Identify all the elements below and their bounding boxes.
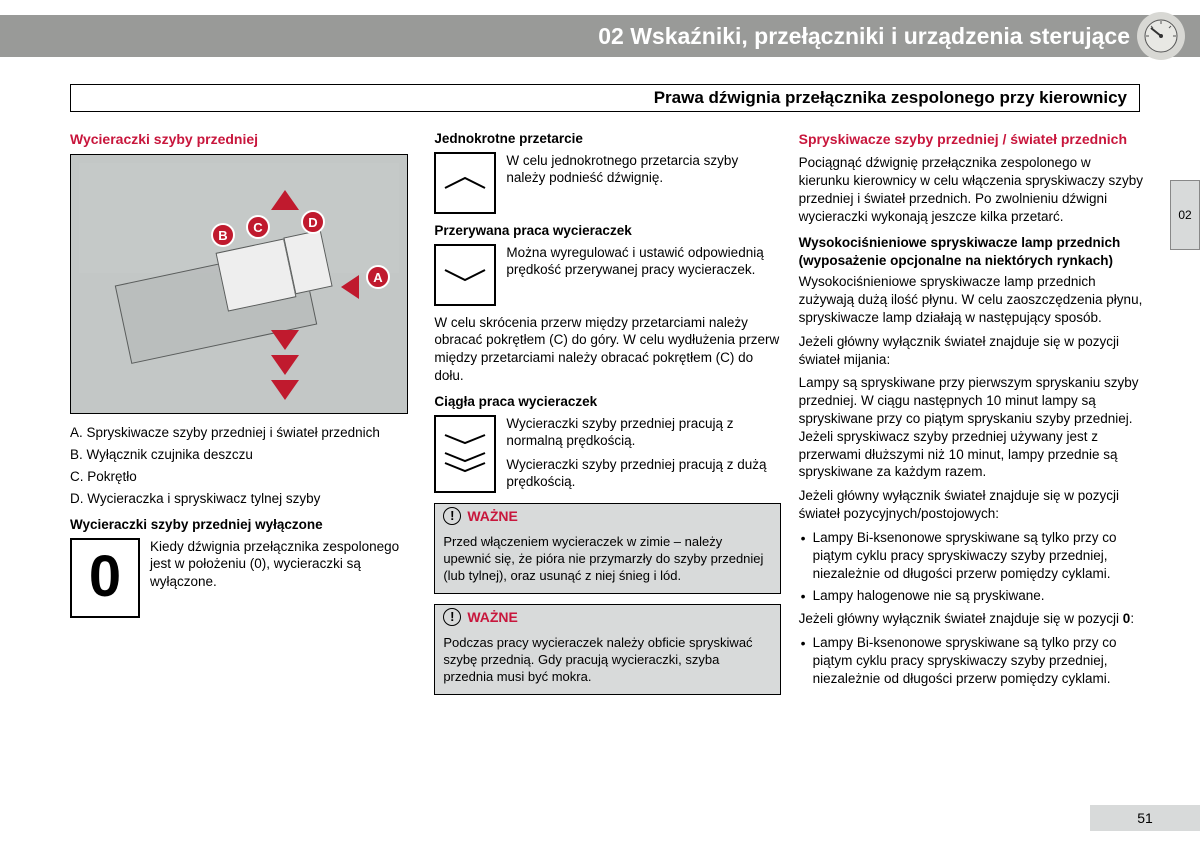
bullet-list-2: Lampy Bi-ksenonowe spryskiwane są tylko … bbox=[799, 634, 1145, 687]
marker-a: A bbox=[366, 265, 390, 289]
list-item: Lampy halogenowe nie są pryskiwane. bbox=[799, 587, 1145, 605]
s2-text1: Można wyregulować i ustawić odpowiednią … bbox=[506, 244, 780, 279]
figure-legend: A. Spryskiwacze szyby przedniej i świate… bbox=[70, 424, 416, 507]
bullet-list-1: Lampy Bi-ksenonowe spryskiwane są tylko … bbox=[799, 529, 1145, 605]
column-1: Wycieraczki szyby przedniej B C D A A. S… bbox=[70, 130, 416, 701]
col3-p6: Jeżeli główny wyłącznik świateł znajduje… bbox=[799, 610, 1145, 628]
important-callout-2: ! WAŻNE Podczas pracy wycieraczek należy… bbox=[434, 604, 780, 695]
s3-text2: Wycieraczki szyby przedniej pracują z du… bbox=[506, 456, 780, 491]
s2-heading: Przerywana praca wycieraczek bbox=[434, 222, 780, 240]
arrow-down-icon-2 bbox=[271, 355, 299, 375]
zero-icon: 0 bbox=[70, 538, 140, 618]
column-3: Spryskiwacze szyby przedniej / świateł p… bbox=[799, 130, 1145, 701]
important-callout-1: ! WAŻNE Przed włączeniem wycieraczek w z… bbox=[434, 503, 780, 594]
stalk-diagram: B C D A bbox=[70, 154, 408, 414]
col3-p4: Lampy są spryskiwane przy pierwszym spry… bbox=[799, 374, 1145, 481]
list-item: Lampy Bi-ksenonowe spryskiwane są tylko … bbox=[799, 634, 1145, 687]
intermittent-row: Można wyregulować i ustawić odpowiednią … bbox=[434, 244, 780, 306]
arrow-up-icon bbox=[271, 190, 299, 210]
col3-heading: Spryskiwacze szyby przedniej / świateł p… bbox=[799, 130, 1145, 148]
callout2-body: Podczas pracy wycieraczek należy obficie… bbox=[435, 629, 779, 694]
callout1-header: ! WAŻNE bbox=[435, 504, 779, 528]
callout2-label: WAŻNE bbox=[467, 608, 518, 626]
arrow-down-icon-1 bbox=[271, 330, 299, 350]
intermittent-icon bbox=[434, 244, 496, 306]
s3-texts: Wycieraczki szyby przedniej pracują z no… bbox=[506, 415, 780, 491]
continuous-row: Wycieraczki szyby przedniej pracują z no… bbox=[434, 415, 780, 493]
info-icon: ! bbox=[443, 608, 461, 626]
chapter-title: 02 Wskaźniki, przełączniki i urządzenia … bbox=[598, 23, 1130, 50]
col1-heading: Wycieraczki szyby przedniej bbox=[70, 130, 416, 148]
page-number: 51 bbox=[1137, 810, 1153, 826]
arrow-left-icon bbox=[341, 275, 359, 299]
col3-p2: Wysokociśnieniowe spryskiwacze lamp prze… bbox=[799, 273, 1145, 326]
s2-text2: W celu skrócenia przerw między przetarci… bbox=[434, 314, 780, 385]
continuous-icon bbox=[434, 415, 496, 493]
callout1-body: Przed włączeniem wycieraczek w zimie – n… bbox=[435, 528, 779, 593]
gauge-corner-icon bbox=[1137, 12, 1185, 60]
col3-p3: Jeżeli główny wyłącznik świateł znajduje… bbox=[799, 333, 1145, 369]
single-wipe-icon bbox=[434, 152, 496, 214]
side-chapter-tab: 02 bbox=[1170, 180, 1200, 250]
arrow-down-icon-3 bbox=[271, 380, 299, 400]
col3-p1: Pociągnąć dźwignię przełącznika zespolon… bbox=[799, 154, 1145, 225]
zero-text: Kiedy dźwignia przełącznika zespolonego … bbox=[150, 538, 416, 591]
col1-subheading: Wycieraczki szyby przedniej wyłączone bbox=[70, 516, 416, 534]
col3-p5: Jeżeli główny wyłącznik świateł znajduje… bbox=[799, 487, 1145, 523]
legend-a: A. Spryskiwacze szyby przedniej i świate… bbox=[70, 424, 416, 442]
s3-text1: Wycieraczki szyby przedniej pracują z no… bbox=[506, 415, 780, 450]
content-columns: Wycieraczki szyby przedniej B C D A A. S… bbox=[70, 130, 1145, 701]
legend-d: D. Wycieraczka i spryskiwacz tylnej szyb… bbox=[70, 490, 416, 508]
info-icon: ! bbox=[443, 507, 461, 525]
chapter-header: 02 Wskaźniki, przełączniki i urządzenia … bbox=[0, 15, 1200, 57]
callout2-header: ! WAŻNE bbox=[435, 605, 779, 629]
s1-text: W celu jednokrotnego przetarcia szyby na… bbox=[506, 152, 780, 187]
page-number-footer: 51 bbox=[1090, 805, 1200, 831]
side-tab-label: 02 bbox=[1178, 208, 1191, 222]
zero-position-row: 0 Kiedy dźwignia przełącznika zespoloneg… bbox=[70, 538, 416, 618]
callout1-label: WAŻNE bbox=[467, 507, 518, 525]
legend-c: C. Pokrętło bbox=[70, 468, 416, 486]
column-2: Jednokrotne przetarcie W celu jednokrotn… bbox=[434, 130, 780, 701]
single-wipe-row: W celu jednokrotnego przetarcia szyby na… bbox=[434, 152, 780, 214]
section-title: Prawa dźwignia przełącznika zespolonego … bbox=[654, 88, 1127, 108]
section-title-bar: Prawa dźwignia przełącznika zespolonego … bbox=[70, 84, 1140, 112]
list-item: Lampy Bi-ksenonowe spryskiwane są tylko … bbox=[799, 529, 1145, 582]
legend-b: B. Wyłącznik czujnika deszczu bbox=[70, 446, 416, 464]
s3-heading: Ciągła praca wycieraczek bbox=[434, 393, 780, 411]
s1-heading: Jednokrotne przetarcie bbox=[434, 130, 780, 148]
col3-sub1: Wysokociśnieniowe spryskiwacze lamp prze… bbox=[799, 234, 1145, 270]
